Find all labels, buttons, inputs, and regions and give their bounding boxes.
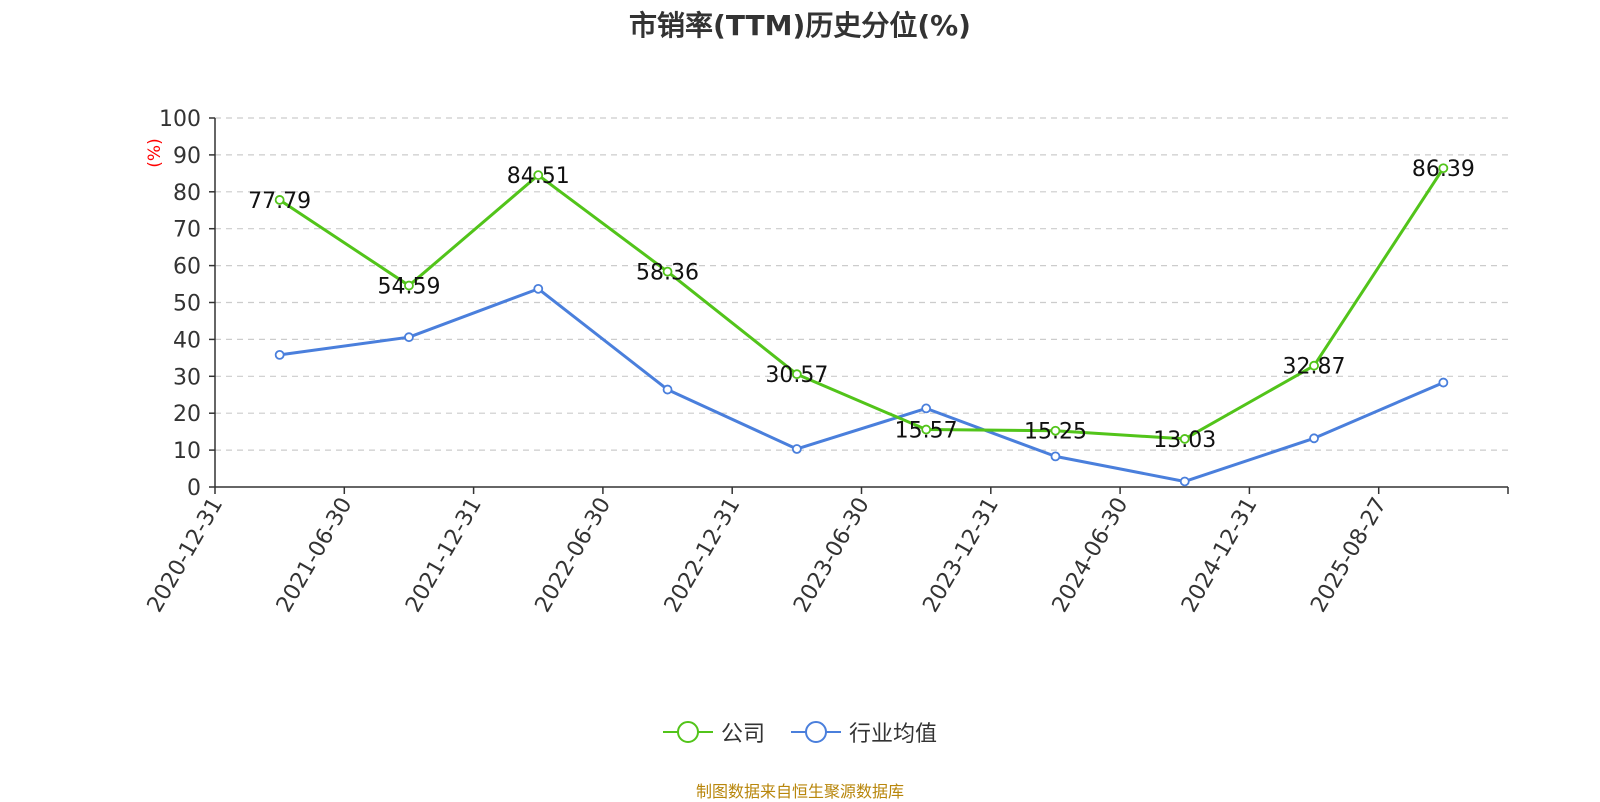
point-company bbox=[1438, 163, 1449, 174]
legend-item-industry-average[interactable]: 行业均值 bbox=[791, 716, 937, 748]
point-industry-average bbox=[921, 403, 932, 414]
legend-label-company: 公司 bbox=[720, 722, 765, 747]
point-company bbox=[791, 369, 802, 380]
x-tick-label: 2021-06-30 bbox=[272, 494, 358, 617]
point-company bbox=[1309, 360, 1319, 371]
point-company bbox=[533, 170, 544, 181]
series-line-company bbox=[278, 167, 1445, 441]
y-tick-label: 80 bbox=[173, 181, 201, 206]
point-industry-average bbox=[1179, 476, 1190, 487]
data-label: 30.57 bbox=[765, 363, 828, 388]
x-tick-label: 2024-12-31 bbox=[1177, 494, 1263, 617]
point-industry-average bbox=[1309, 433, 1319, 444]
point-company bbox=[921, 424, 932, 435]
x-tick-label: 2024-06-30 bbox=[1048, 494, 1134, 617]
y-tick-label: 0 bbox=[187, 476, 201, 501]
x-tick-label: 2020-12-31 bbox=[143, 494, 229, 617]
point-company bbox=[404, 280, 414, 291]
data-label: 58.36 bbox=[636, 261, 699, 286]
x-tick-label: 2025-08-27 bbox=[1306, 494, 1392, 617]
x-tick-label: 2022-12-31 bbox=[660, 494, 746, 617]
point-company bbox=[662, 266, 673, 277]
legend-item-company[interactable]: 公司 bbox=[662, 716, 765, 748]
x-tick-label: 2022-06-30 bbox=[531, 494, 617, 617]
data-label: 13.03 bbox=[1153, 428, 1216, 453]
data-label: 32.87 bbox=[1283, 355, 1346, 380]
x-tick-label: 2023-06-30 bbox=[789, 494, 875, 617]
legend: 公司 行业均值 bbox=[0, 716, 1600, 748]
y-tick-label: 40 bbox=[173, 328, 201, 353]
y-tick-label: 10 bbox=[173, 439, 201, 464]
y-tick-label: 60 bbox=[173, 255, 201, 280]
y-tick-label: 30 bbox=[173, 365, 201, 390]
y-tick-label: 90 bbox=[173, 144, 201, 169]
point-industry-average bbox=[533, 283, 544, 294]
x-tick-label: 2021-12-31 bbox=[401, 494, 487, 617]
legend-label-industry-average: 行业均值 bbox=[849, 722, 938, 747]
point-industry-average bbox=[791, 444, 802, 454]
source-note: 制图数据来自恒生聚源数据库 bbox=[695, 782, 904, 801]
point-industry-average bbox=[1050, 451, 1061, 462]
point-company bbox=[1050, 425, 1061, 436]
point-company bbox=[1179, 434, 1190, 444]
y-tick-label: 20 bbox=[173, 402, 201, 427]
data-label: 15.25 bbox=[1024, 420, 1087, 445]
x-tick-label: 2023-12-31 bbox=[918, 494, 1004, 617]
series-layer bbox=[274, 163, 1449, 487]
chart-title: 市销率(TTM)历史分位(%) bbox=[629, 9, 971, 42]
data-label: 54.59 bbox=[377, 275, 440, 300]
data-labels: 77.79 54.59 84.51 58.36 30.57 15.57 15.25 13.03… bbox=[248, 157, 1475, 453]
legend-industry-line-icon bbox=[791, 721, 841, 743]
data-label: 86.39 bbox=[1412, 157, 1475, 182]
point-industry-average bbox=[404, 332, 414, 343]
point-company bbox=[274, 195, 285, 205]
line-chart: 0 10 20 30 40 50 60 70 80 90 100 (%) 2020-12-31 2021-… bbox=[143, 107, 1509, 617]
legend-company-line-icon bbox=[662, 721, 713, 743]
y-tick-label: 100 bbox=[159, 107, 201, 132]
data-label: 84.51 bbox=[507, 164, 570, 189]
y-tick-label: 50 bbox=[173, 292, 201, 317]
point-industry-average bbox=[274, 349, 285, 360]
y-axis-label: (%) bbox=[145, 138, 165, 167]
point-industry-average bbox=[1438, 377, 1449, 388]
y-tick-label: 70 bbox=[173, 218, 201, 243]
data-label: 15.57 bbox=[895, 419, 958, 444]
point-industry-average bbox=[662, 384, 673, 395]
data-label: 77.79 bbox=[248, 189, 311, 214]
series-line-industry-average bbox=[279, 287, 1444, 483]
